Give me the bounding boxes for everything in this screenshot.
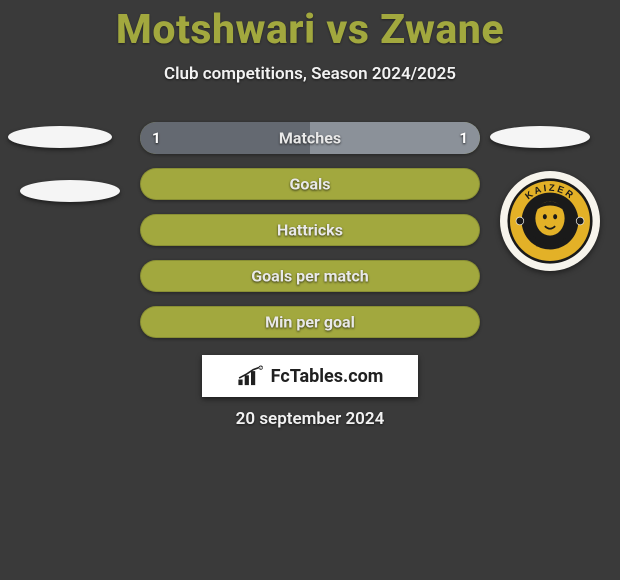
stat-value-left: 1 — [152, 129, 161, 147]
stat-row: Goals — [140, 168, 480, 200]
bar-area: 11MatchesGoalsHattricksGoals per matchMi… — [140, 118, 480, 378]
stat-label: Hattricks — [140, 221, 480, 240]
stat-value-right: 1 — [459, 129, 468, 147]
comparison-card: Motshwari vs Zwane Club competitions, Se… — [0, 0, 620, 580]
stat-row: Hattricks — [140, 214, 480, 246]
stat-row: 11Matches — [140, 122, 480, 154]
stat-label: Goals — [140, 175, 480, 194]
stat-label: Min per goal — [140, 313, 480, 332]
fctables-logo: FcTables.com — [202, 355, 418, 397]
stat-label: Goals per match — [140, 267, 480, 286]
stat-bar-left — [140, 122, 310, 154]
season-subtitle: Club competitions, Season 2024/2025 — [0, 64, 620, 84]
footer-date: 20 september 2024 — [0, 409, 620, 429]
fctables-icon — [237, 365, 265, 387]
page-title: Motshwari vs Zwane — [0, 0, 620, 54]
stat-row: Goals per match — [140, 260, 480, 292]
stat-row: Min per goal — [140, 306, 480, 338]
stats-arena: 11MatchesGoalsHattricksGoals per matchMi… — [0, 118, 620, 378]
fctables-label: FcTables.com — [271, 366, 384, 387]
stat-bar-right — [310, 122, 480, 154]
